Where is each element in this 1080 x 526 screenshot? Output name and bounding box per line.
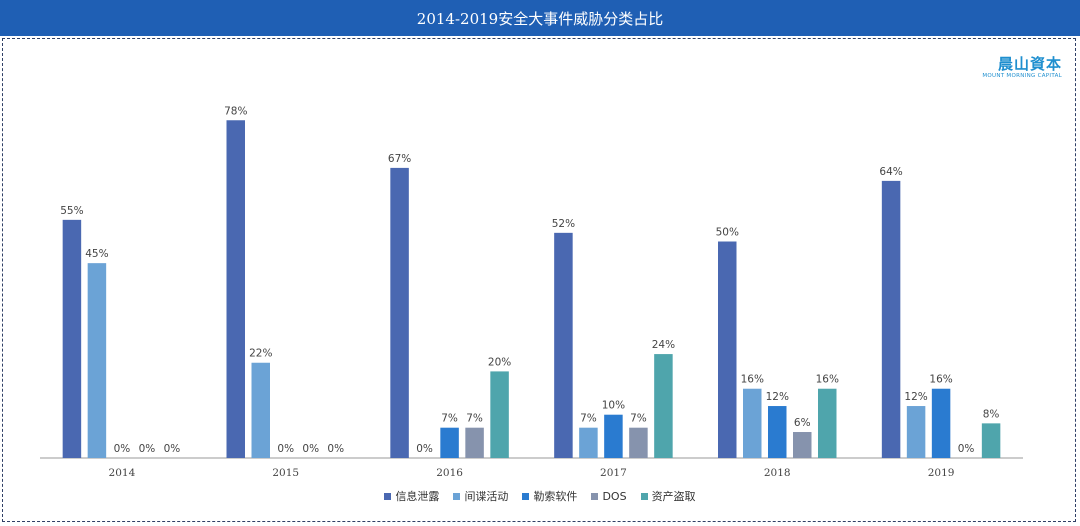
data-label-2016-3: 7% [466,413,483,425]
legend-swatch-4 [640,492,648,500]
bar-2017-3 [629,427,648,458]
legend-swatch-1 [453,492,461,500]
data-label-2015-3: 0% [302,443,319,455]
bar-2019-1 [906,406,926,458]
data-label-2018-4: 16% [816,374,839,386]
data-label-2018-3: 6% [794,417,811,429]
data-label-2019-4: 8% [983,408,1000,420]
data-label-2019-3: 0% [958,443,975,455]
data-label-2018-1: 16% [741,374,764,386]
bar-2015-1 [251,362,270,458]
x-tick-label-2019: 2019 [928,467,955,479]
data-label-2019-1: 12% [904,391,927,403]
legend-swatch-2 [522,492,530,500]
legend-label-1: 间谍活动 [464,490,509,503]
x-tick-label-2014: 2014 [109,467,136,479]
data-label-2018-2: 12% [766,391,789,403]
data-label-2015-2: 0% [277,443,294,455]
chart-title: 2014-2019安全大事件威胁分类占比 [0,0,1080,36]
legend-item-3: DOS [591,488,627,504]
legend-label-3: DOS [602,489,627,503]
data-label-2016-1: 0% [416,443,433,455]
chart-frame [2,38,1076,522]
legend-item-1: 间谍活动 [453,488,508,504]
data-label-2017-0: 52% [552,218,575,230]
bar-2015-0 [226,120,245,458]
data-label-2016-2: 7% [441,413,458,425]
data-label-2019-2: 16% [929,374,952,386]
legend-label-2: 勒索软件 [533,490,578,503]
bar-2019-4 [981,423,1001,458]
x-tick-label-2015: 2015 [272,467,299,479]
data-label-2019-0: 64% [879,166,902,178]
x-tick-label-2017: 2017 [600,467,627,479]
bar-2014-0 [62,219,82,458]
data-label-2016-4: 20% [488,356,511,368]
bar-2016-4 [490,371,509,458]
bar-2014-1 [87,263,107,458]
bar-2016-3 [465,427,484,458]
legend-label-4: 资产盗取 [651,490,696,503]
data-label-2014-4: 0% [164,443,181,455]
legend-item-2: 勒索软件 [522,488,577,504]
data-label-2016-0: 67% [388,153,411,165]
logo-name-cn: 晨山資本 [997,55,1062,73]
data-label-2017-4: 24% [652,339,675,351]
bar-2018-2 [768,406,787,458]
bar-2017-0 [554,232,573,458]
bar-2018-0 [718,241,737,458]
bar-2016-0 [390,167,409,458]
company-logo: 晨山資本 MOUNT MORNING CAPITAL [982,56,1062,80]
legend-swatch-3 [591,492,599,500]
data-label-2017-3: 7% [630,413,647,425]
data-label-2014-0: 55% [60,205,83,217]
data-label-2017-2: 10% [602,400,625,412]
data-label-2014-1: 45% [85,248,108,260]
bar-2016-2 [440,427,459,458]
logo-name-en: MOUNT MORNING CAPITAL [982,73,1062,79]
data-label-2015-4: 0% [327,443,344,455]
bar-2017-2 [604,414,623,458]
x-tick-label-2018: 2018 [764,467,791,479]
data-label-2014-3: 0% [139,443,156,455]
bar-2018-3 [793,432,812,458]
data-label-2018-0: 50% [716,227,739,239]
data-label-2015-1: 22% [249,348,272,360]
bar-2018-1 [743,388,762,458]
bar-2018-4 [818,388,837,458]
legend-item-0: 信息泄露 [384,488,439,504]
data-label-2015-0: 78% [224,105,247,117]
legend-swatch-0 [384,492,392,500]
x-tick-label-2016: 2016 [436,467,463,479]
bar-2017-1 [579,427,598,458]
bar-2017-4 [654,354,673,458]
legend-label-0: 信息泄露 [395,490,440,503]
legend-item-4: 资产盗取 [640,488,696,504]
bar-2019-0 [881,180,901,458]
data-label-2014-2: 0% [114,443,131,455]
bar-2019-2 [931,388,951,458]
chart-legend: 信息泄露 间谍活动 勒索软件 DOS 资产盗取 [0,488,1080,504]
data-label-2017-1: 7% [580,413,597,425]
